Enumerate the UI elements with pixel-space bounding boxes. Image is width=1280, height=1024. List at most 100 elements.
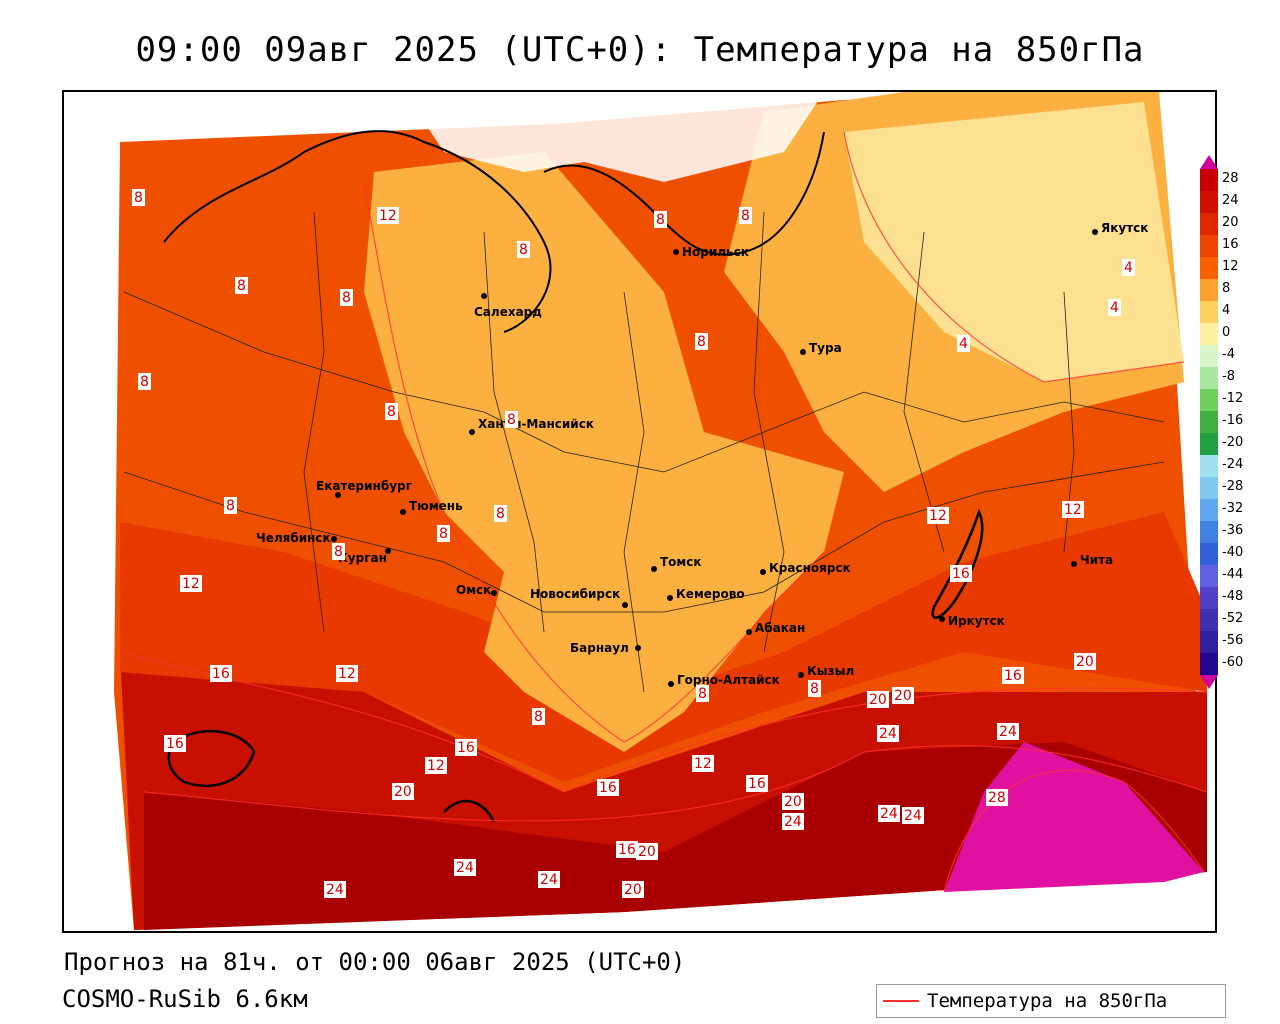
isotherm-label: 8 [224, 497, 237, 514]
coastline [163, 130, 825, 333]
colorbar-label: 20 [1222, 215, 1239, 230]
svg-text:8: 8 [439, 526, 448, 542]
isotherm-label: 12 [425, 757, 447, 774]
svg-text:20: 20 [869, 692, 887, 708]
svg-text:28: 28 [988, 790, 1006, 806]
svg-text:8: 8 [810, 681, 819, 697]
isotherm-label: 8 [739, 207, 752, 224]
city-kurgan: Курган [338, 548, 391, 565]
isotherm-label: 8 [517, 241, 530, 258]
isotherm-label: 20 [782, 793, 804, 810]
svg-text:Кемерово: Кемерово [676, 587, 745, 601]
colorbar-cell [1200, 191, 1218, 213]
svg-text:12: 12 [1064, 502, 1082, 518]
colorbar-cell [1200, 213, 1218, 235]
isotherm-label: 8 [437, 525, 450, 542]
isotherm-label: 24 [782, 813, 804, 830]
colorbar [1200, 155, 1218, 689]
colorbar-cell [1200, 367, 1218, 389]
colorbar-cell [1200, 279, 1218, 301]
svg-text:8: 8 [741, 208, 750, 224]
hot-zone-28 [944, 742, 1204, 892]
svg-text:20: 20 [784, 794, 802, 810]
city-irkutsk: Иркутск [939, 614, 1005, 628]
svg-text:16: 16 [618, 842, 636, 858]
city-omsk: Омск [456, 583, 497, 597]
warm-zone-12 [120, 512, 1207, 782]
arctic-sea [404, 92, 824, 182]
colorbar-cell [1200, 301, 1218, 323]
isotherm-label: 8 [808, 680, 821, 697]
isotherm-label: 24 [538, 871, 560, 888]
isotherm-label: 8 [332, 543, 345, 560]
svg-text:12: 12 [379, 208, 397, 224]
svg-text:Курган: Курган [338, 551, 387, 565]
isotherm-label: 16 [455, 739, 477, 756]
svg-text:Якутск: Якутск [1101, 221, 1148, 235]
svg-text:Омск: Омск [456, 583, 491, 597]
isotherm-label: 20 [622, 881, 644, 898]
svg-text:Томск: Томск [660, 555, 702, 569]
isotherm-label: 20 [867, 691, 889, 708]
isotherm-label: 8 [138, 373, 151, 390]
city-yakutsk: Якутск [1092, 221, 1148, 235]
svg-text:Тюмень: Тюмень [409, 499, 463, 513]
svg-text:20: 20 [638, 844, 656, 860]
colorbar-cell [1200, 499, 1218, 521]
city-gorno-altaysk: Горно-Алтайск [668, 673, 780, 687]
temperature-map: Норильск Якутск Салехард Тура Ханты-Манс… [64, 92, 1215, 931]
colorbar-label: 4 [1222, 303, 1231, 318]
cold-zone-4 [844, 102, 1184, 382]
svg-text:Новосибирск: Новосибирск [530, 587, 620, 601]
isotherm-label: 4 [1122, 259, 1135, 276]
isotherm-label: 4 [957, 335, 970, 352]
svg-text:Абакан: Абакан [755, 621, 805, 635]
isotherm-label: 12 [927, 507, 949, 524]
svg-text:16: 16 [166, 736, 184, 752]
colorbar-cell [1200, 455, 1218, 477]
colorbar-label: -32 [1222, 501, 1244, 516]
isotherm-label: 8 [696, 685, 709, 702]
city-krasnoyarsk: Красноярск [760, 561, 851, 575]
colorbar-labels: 28 24 20 16 12 8 4 0 -4 -8 -12 -16 -20 -24 -28 -32 -36 -4… [1222, 168, 1243, 674]
svg-text:12: 12 [694, 756, 712, 772]
svg-text:24: 24 [784, 814, 802, 830]
colorbar-label: -24 [1222, 457, 1244, 472]
colorbar-cell [1200, 389, 1218, 411]
isotherm-label: 24 [454, 859, 476, 876]
isotherm-label: 16 [164, 735, 186, 752]
colorbar-cell [1200, 257, 1218, 279]
isotherm-label: 8 [235, 277, 248, 294]
isotherm-label: 20 [636, 843, 658, 860]
isotherm-label: 8 [385, 403, 398, 420]
colorbar-cell [1200, 433, 1218, 455]
city-tyumen: Тюмень [400, 499, 463, 515]
colorbar-cell [1200, 543, 1218, 565]
isotherm-label: 24 [997, 723, 1019, 740]
svg-text:8: 8 [342, 290, 351, 306]
isotherm-label: 12 [377, 207, 399, 224]
isotherm-label: 20 [392, 783, 414, 800]
svg-text:Барнаул: Барнаул [570, 641, 629, 655]
colorbar-label: -36 [1222, 523, 1244, 538]
svg-text:20: 20 [1076, 654, 1094, 670]
city-tomsk: Томск [651, 555, 702, 572]
isotherm-label: 12 [180, 575, 202, 592]
svg-text:24: 24 [904, 808, 922, 824]
svg-text:Красноярск: Красноярск [769, 561, 851, 575]
colorbar-label: -56 [1222, 633, 1244, 648]
city-kemerovo: Кемерово [667, 587, 745, 601]
city-chelyabinsk: Челябинск [256, 531, 337, 545]
hot-zone-24 [144, 742, 1207, 930]
colorbar-label: 0 [1222, 325, 1231, 340]
isotherm-label: 28 [986, 789, 1008, 806]
svg-text:8: 8 [134, 190, 143, 206]
isotherm-label: 24 [324, 881, 346, 898]
svg-text:8: 8 [507, 412, 516, 428]
isotherm-label: 12 [1062, 501, 1084, 518]
isotherm-label: 20 [1074, 653, 1096, 670]
isotherm-label: 8 [494, 505, 507, 522]
svg-text:Норильск: Норильск [682, 245, 749, 259]
svg-text:8: 8 [496, 506, 505, 522]
isotherm-label: 16 [950, 565, 972, 582]
